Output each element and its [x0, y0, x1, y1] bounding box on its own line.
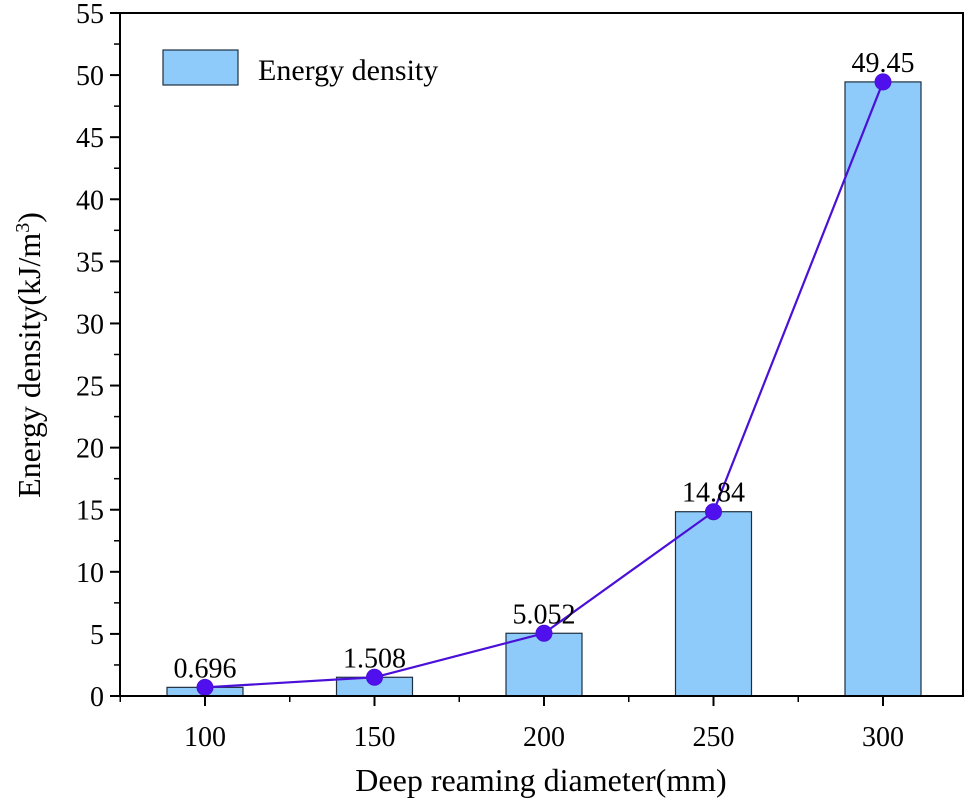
y-tick-label-10: 10: [76, 558, 104, 589]
y-tick-label-0: 0: [90, 682, 104, 713]
plot-frame: [119, 12, 964, 697]
data-label-250: 14.84: [682, 478, 745, 509]
data-label-200: 5.052: [513, 599, 576, 630]
x-axis-title: Deep reaming diameter(mm): [355, 762, 726, 798]
bar-series: [166, 81, 922, 697]
y-tick-label-30: 30: [76, 309, 104, 340]
y-tick-label-45: 45: [76, 123, 104, 154]
point-250: [705, 503, 722, 521]
y-tick-label-55: 55: [76, 0, 104, 30]
y-tick-label-5: 5: [90, 620, 104, 651]
point-200: [535, 624, 553, 642]
data-label-300: 49.45: [852, 48, 915, 79]
legend: Energy density: [162, 49, 438, 87]
data-label-150: 1.508: [343, 643, 406, 674]
bar-250: [674, 511, 753, 697]
y-axis-title: Energy density(kJ/m3): [11, 212, 47, 498]
y-axis-ticks: 0 5 10 15 20 25 30 35 40 45 50 55: [76, 0, 120, 713]
x-tick-label-100: 100: [184, 722, 226, 753]
line-series: [196, 73, 892, 696]
y-tick-label-15: 15: [76, 496, 104, 527]
y-axis-title-close: ): [11, 212, 47, 223]
y-tick-label-35: 35: [76, 247, 104, 278]
y-tick-label-50: 50: [76, 61, 104, 92]
point-300: [874, 73, 892, 91]
y-axis-title-superscript: 3: [12, 223, 34, 233]
y-tick-label-25: 25: [76, 372, 104, 403]
x-tick-label-250: 250: [693, 722, 735, 753]
y-tick-label-40: 40: [76, 185, 104, 216]
trend-line: [204, 81, 885, 689]
bar-300: [844, 81, 922, 697]
data-labels: 0.696 1.508 5.052 14.84 49.45: [174, 48, 915, 684]
point-150: [366, 668, 383, 686]
x-tick-label-300: 300: [862, 722, 904, 753]
y-axis-title-main: Energy density(kJ/m: [11, 233, 47, 498]
x-tick-label-200: 200: [523, 722, 565, 753]
legend-label: Energy density: [258, 54, 438, 87]
bar-200: [505, 632, 583, 697]
x-axis-ticks: 100 150 200 250 300: [119, 696, 904, 753]
legend-swatch: [162, 49, 239, 86]
data-label-100: 0.696: [174, 653, 237, 684]
x-tick-label-150: 150: [354, 722, 396, 753]
y-tick-label-20: 20: [76, 434, 104, 465]
